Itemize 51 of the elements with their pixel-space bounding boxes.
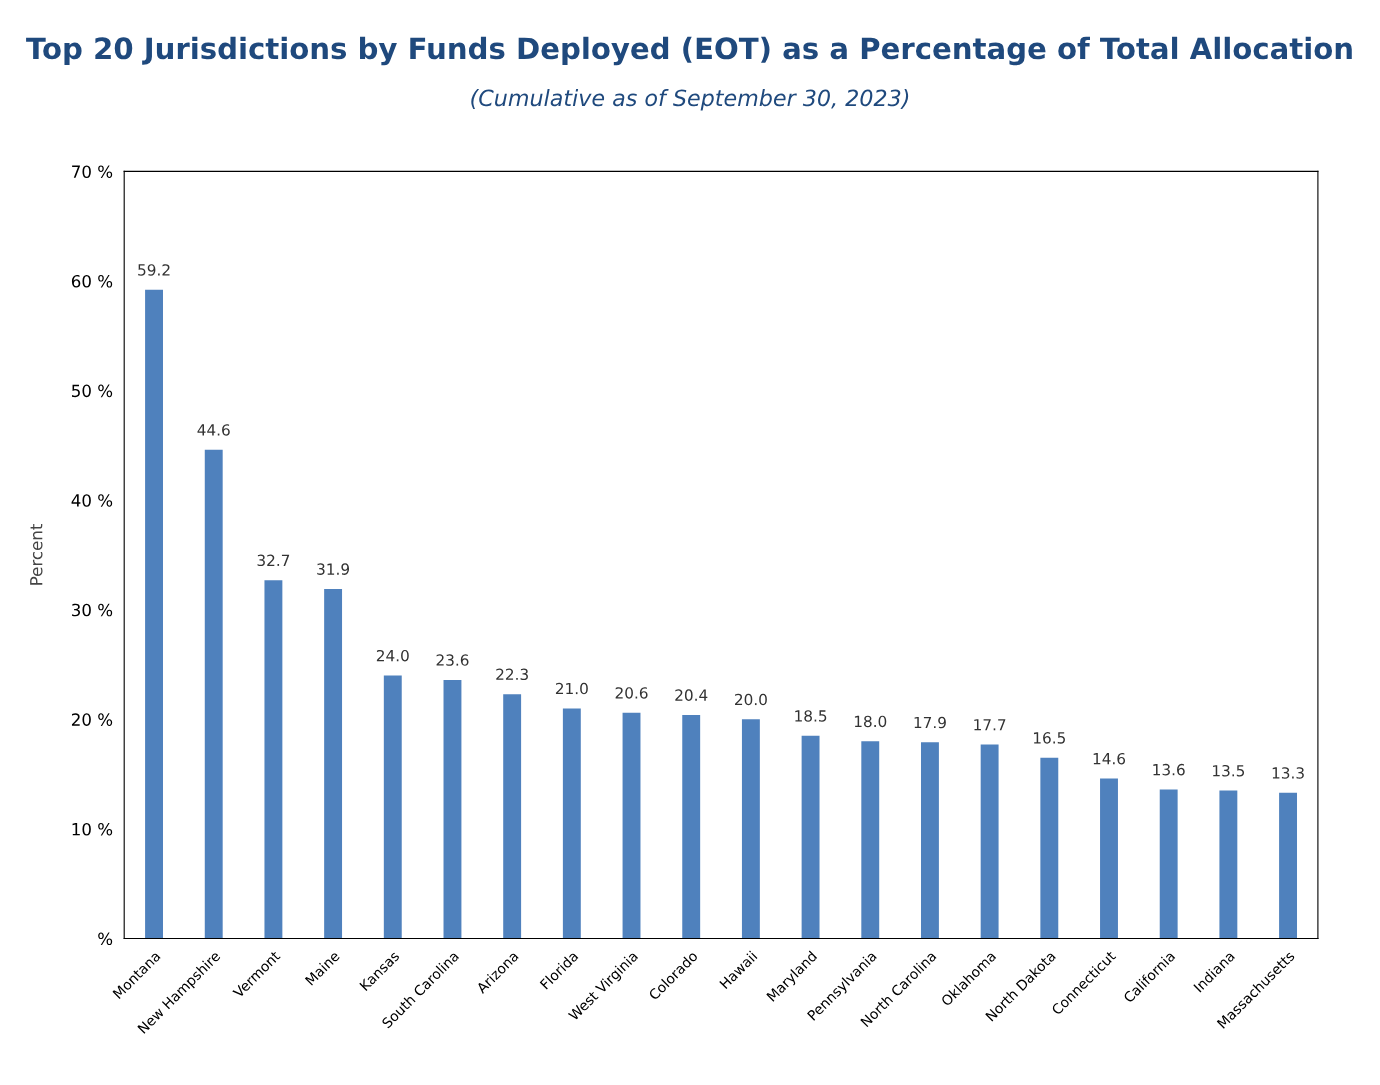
data-label: 14.6 xyxy=(1093,752,1126,765)
data-label: 44.6 xyxy=(197,424,230,436)
data-label: 18.5 xyxy=(795,710,827,722)
bar xyxy=(682,714,701,939)
bar xyxy=(503,694,522,939)
data-label: 17.9 xyxy=(914,716,946,729)
bar xyxy=(1100,778,1118,939)
bar xyxy=(264,580,283,939)
data-label: 23.6 xyxy=(436,654,469,666)
data-label: 31.9 xyxy=(317,563,350,575)
y-tick-label: 10 % xyxy=(72,822,113,836)
chart-title: Top 20 Jurisdictions by Funds Deployed (EOT) as a Percentage of Total Allocation xyxy=(26,36,1352,66)
bar xyxy=(145,289,163,939)
y-tick-label: 20 % xyxy=(71,713,113,726)
bar xyxy=(741,719,760,939)
data-label: 13.5 xyxy=(1213,764,1245,777)
bar xyxy=(980,744,999,939)
bar xyxy=(920,742,939,939)
data-label: 18.0 xyxy=(854,715,887,728)
bar xyxy=(861,741,880,939)
bar xyxy=(324,588,343,939)
data-label: 32.7 xyxy=(257,554,290,567)
bar xyxy=(1279,792,1298,939)
y-tick-label: 30 % xyxy=(72,603,113,617)
data-label: 16.5 xyxy=(1033,732,1065,744)
bar xyxy=(1040,757,1059,939)
data-label: 13.3 xyxy=(1272,767,1304,779)
data-label: 13.6 xyxy=(1153,763,1185,776)
data-label: 20.6 xyxy=(615,687,648,699)
bar xyxy=(801,735,820,939)
data-label: 20.4 xyxy=(675,689,708,701)
y-axis-title: Percent xyxy=(30,524,43,585)
y-tick-label: 70 % xyxy=(72,165,113,178)
bar xyxy=(443,679,462,939)
y-tick-label: % xyxy=(98,932,113,946)
chart-subtitle: (Cumulative as of September 30, 2023) xyxy=(471,89,909,111)
data-label: 59.2 xyxy=(138,264,170,276)
bar xyxy=(562,708,581,939)
bar xyxy=(1219,790,1238,939)
bar xyxy=(622,712,641,939)
y-tick-label: 50 % xyxy=(72,384,113,398)
data-label: 20.0 xyxy=(735,693,767,706)
data-label: 24.0 xyxy=(376,649,409,662)
bar xyxy=(204,449,223,939)
y-tick-label: 60 % xyxy=(71,274,113,288)
data-label: 17.7 xyxy=(974,719,1006,731)
y-tick-label: 40 % xyxy=(71,494,113,507)
bar xyxy=(1159,789,1178,939)
data-label: 21.0 xyxy=(555,682,588,695)
data-label: 22.3 xyxy=(496,668,528,681)
bar xyxy=(383,675,402,939)
